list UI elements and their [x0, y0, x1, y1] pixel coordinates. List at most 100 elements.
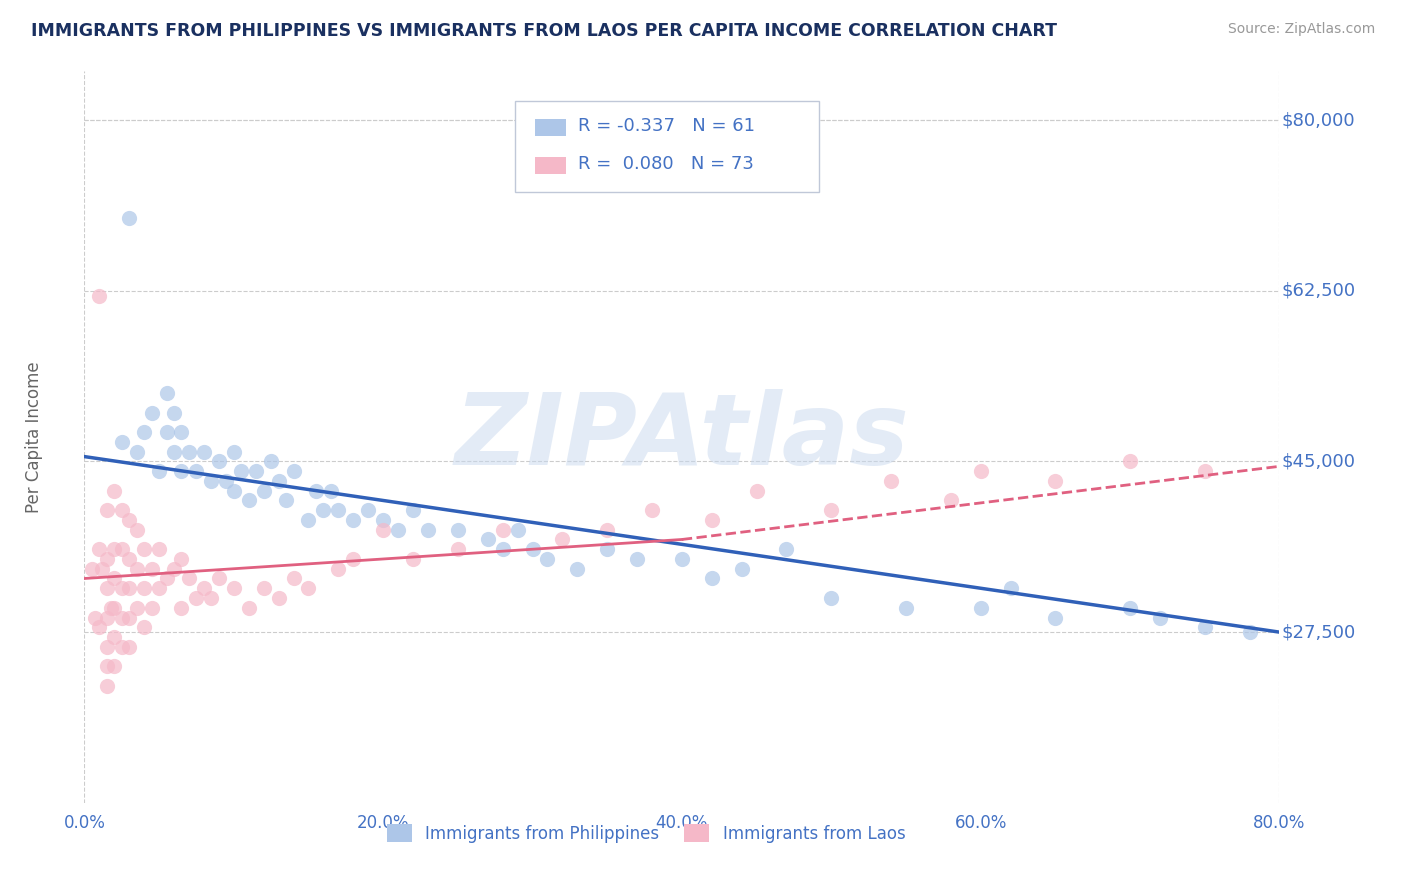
- Legend: Immigrants from Philippines, Immigrants from Laos: Immigrants from Philippines, Immigrants …: [380, 818, 912, 849]
- Point: [342, 513, 364, 527]
- Point: [193, 444, 215, 458]
- Point: [125, 562, 148, 576]
- Point: [83, 610, 105, 624]
- Point: [111, 640, 134, 654]
- Point: [328, 562, 350, 576]
- Point: [319, 483, 342, 498]
- Point: [970, 600, 993, 615]
- Point: [447, 542, 470, 557]
- Point: [274, 493, 297, 508]
- Point: [253, 581, 276, 595]
- Point: [96, 552, 118, 566]
- Point: [89, 288, 111, 302]
- Point: [1149, 610, 1171, 624]
- Text: Per Capita Income: Per Capita Income: [25, 361, 44, 513]
- Point: [111, 503, 134, 517]
- Point: [132, 425, 156, 440]
- Point: [163, 562, 186, 576]
- Point: [283, 572, 305, 586]
- FancyBboxPatch shape: [515, 101, 820, 192]
- Text: $27,500: $27,500: [1282, 624, 1357, 641]
- Point: [260, 454, 283, 468]
- Point: [551, 533, 574, 547]
- Point: [103, 483, 125, 498]
- Point: [283, 464, 305, 478]
- Point: [96, 659, 118, 673]
- Point: [96, 640, 118, 654]
- Point: [700, 513, 723, 527]
- Point: [125, 523, 148, 537]
- Point: [141, 600, 163, 615]
- Point: [222, 444, 245, 458]
- Point: [208, 572, 231, 586]
- Point: [745, 483, 768, 498]
- Point: [297, 581, 319, 595]
- Point: [477, 533, 499, 547]
- Point: [125, 444, 148, 458]
- Point: [1239, 625, 1261, 640]
- Point: [820, 503, 842, 517]
- Point: [305, 483, 328, 498]
- Point: [939, 493, 962, 508]
- Point: [1119, 600, 1142, 615]
- Point: [132, 542, 156, 557]
- Point: [170, 425, 193, 440]
- Point: [267, 474, 290, 488]
- Point: [1194, 620, 1216, 634]
- Point: [245, 464, 267, 478]
- Point: [731, 562, 754, 576]
- Point: [96, 610, 118, 624]
- Point: [96, 503, 118, 517]
- Text: ZIPAtlas: ZIPAtlas: [454, 389, 910, 485]
- Text: $80,000: $80,000: [1282, 112, 1355, 129]
- Point: [118, 513, 141, 527]
- Point: [820, 591, 842, 605]
- Point: [447, 523, 470, 537]
- Point: [200, 474, 222, 488]
- Point: [91, 562, 114, 576]
- Point: [312, 503, 335, 517]
- Point: [193, 581, 215, 595]
- Point: [100, 600, 122, 615]
- Point: [596, 542, 619, 557]
- Point: [492, 523, 515, 537]
- Point: [222, 483, 245, 498]
- Point: [170, 600, 193, 615]
- Point: [416, 523, 439, 537]
- Point: [328, 503, 350, 517]
- FancyBboxPatch shape: [534, 157, 567, 174]
- Point: [103, 659, 125, 673]
- Point: [118, 610, 141, 624]
- Point: [222, 581, 245, 595]
- Point: [671, 552, 693, 566]
- Point: [567, 562, 589, 576]
- Text: IMMIGRANTS FROM PHILIPPINES VS IMMIGRANTS FROM LAOS PER CAPITA INCOME CORRELATIO: IMMIGRANTS FROM PHILIPPINES VS IMMIGRANT…: [31, 22, 1057, 40]
- Point: [626, 552, 648, 566]
- Point: [103, 542, 125, 557]
- Point: [522, 542, 544, 557]
- Point: [596, 523, 619, 537]
- Point: [148, 464, 170, 478]
- Point: [111, 581, 134, 595]
- Point: [208, 454, 231, 468]
- Point: [402, 552, 425, 566]
- Text: R =  0.080   N = 73: R = 0.080 N = 73: [578, 155, 754, 173]
- Point: [103, 572, 125, 586]
- Point: [141, 562, 163, 576]
- FancyBboxPatch shape: [534, 119, 567, 136]
- Point: [373, 513, 395, 527]
- Text: $45,000: $45,000: [1282, 452, 1355, 470]
- Point: [894, 600, 917, 615]
- Text: $62,500: $62,500: [1282, 282, 1355, 300]
- Point: [103, 630, 125, 644]
- Point: [103, 600, 125, 615]
- Point: [536, 552, 558, 566]
- Point: [155, 386, 177, 401]
- Point: [177, 572, 200, 586]
- Point: [148, 542, 170, 557]
- Point: [111, 434, 134, 449]
- Point: [238, 600, 260, 615]
- Point: [186, 464, 208, 478]
- Point: [1119, 454, 1142, 468]
- Point: [118, 640, 141, 654]
